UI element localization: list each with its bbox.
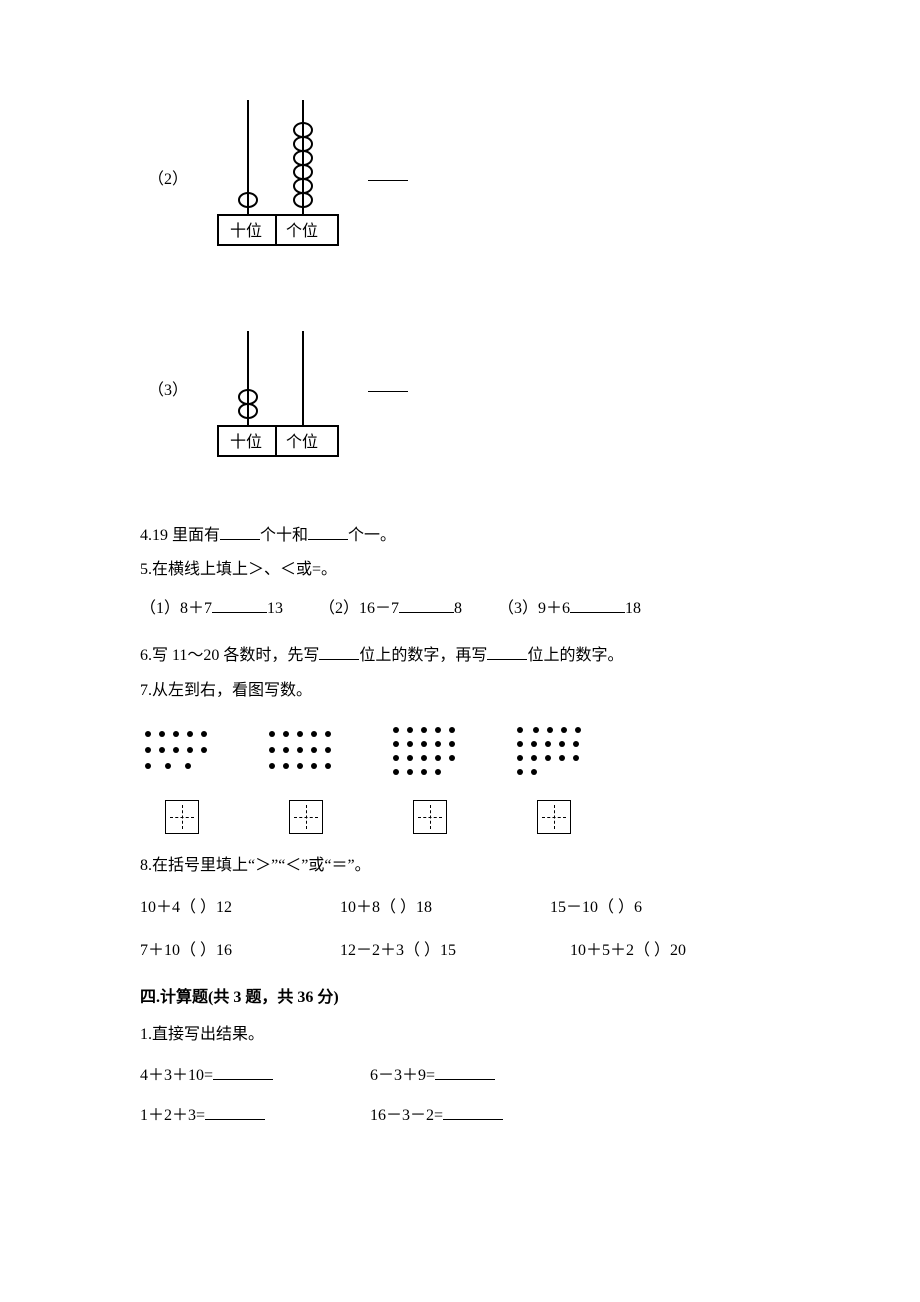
dots-col-1 [140, 724, 224, 834]
dot-group-3 [388, 724, 472, 786]
abacus-2-tens-label: 十位 [230, 222, 262, 240]
q5-row: （1）8＋713 （2）16－78 （3）9＋618 [140, 595, 780, 624]
abacus-3-tens-label: 十位 [230, 433, 262, 451]
q6-blank-1[interactable] [319, 644, 359, 660]
q7-text: 7.从左到右，看图写数。 [140, 682, 312, 699]
abacus-2-label: （2） [148, 166, 188, 195]
q6-mid: 位上的数字，再写 [359, 647, 487, 664]
abacus-3-row: （3） 十位 个位 [140, 311, 780, 472]
s4-r2-a: 1＋2＋3= [140, 1102, 370, 1131]
q8-row-1: 10＋4（ ）12 10＋8（ ）18 15－10（ ）6 [140, 894, 780, 923]
q6-suffix: 位上的数字。 [527, 647, 623, 664]
section-4-title: 四.计算题(共 3 题，共 36 分) [140, 984, 780, 1013]
q5-item-2: （2）16－78 [319, 595, 462, 624]
dot-group-2 [264, 724, 348, 786]
question-6: 6.写 11～20 各数时，先写 位上的数字，再写 位上的数字。 [140, 642, 780, 671]
s4-row-1: 4＋3＋10= 6－3＋9= [140, 1062, 780, 1091]
q8-r2-c: 10＋5＋2（ ）20 [570, 937, 686, 966]
q8-r1-a: 10＋4（ ）12 [140, 894, 340, 923]
s4-r1-a-blank[interactable] [213, 1064, 273, 1080]
answer-box-4[interactable] [537, 800, 571, 834]
question-4: 4.19 里面有 个十和 个一。 [140, 522, 780, 551]
q8-r1-b: 10＋8（ ）18 [340, 894, 550, 923]
abacus-2-answer[interactable] [368, 180, 408, 181]
s4-r1-a: 4＋3＋10= [140, 1062, 370, 1091]
q4-suffix: 个一。 [348, 527, 396, 544]
q5-blank-1[interactable] [212, 597, 267, 613]
answer-box-3[interactable] [413, 800, 447, 834]
q4-blank-1[interactable] [220, 524, 260, 540]
q5-blank-2[interactable] [399, 597, 454, 613]
q8-r2-a: 7＋10（ ）16 [140, 937, 340, 966]
s4-r1-b-blank[interactable] [435, 1064, 495, 1080]
q4-prefix: 4.19 里面有 [140, 527, 220, 544]
answer-box-2[interactable] [289, 800, 323, 834]
q5-item-3: （3）9＋618 [498, 595, 641, 624]
q8-r1-c: 15－10（ ）6 [550, 894, 642, 923]
q5-text: 5.在横线上填上＞、＜或=。 [140, 561, 337, 578]
s4-r2-a-blank[interactable] [205, 1104, 265, 1120]
q6-prefix: 6.写 11～20 各数时，先写 [140, 647, 319, 664]
dots-col-2 [264, 724, 348, 834]
abacus-3-answer[interactable] [368, 391, 408, 392]
s4-q1-text: 1.直接写出结果。 [140, 1026, 264, 1043]
s4-q1: 1.直接写出结果。 [140, 1021, 780, 1050]
q6-blank-2[interactable] [487, 644, 527, 660]
question-5: 5.在横线上填上＞、＜或=。 [140, 556, 780, 585]
q4-blank-2[interactable] [308, 524, 348, 540]
s4-r1-b: 6－3＋9= [370, 1062, 495, 1091]
dots-col-3 [388, 724, 472, 834]
q5-item-1: （1）8＋713 [140, 595, 283, 624]
q4-mid: 个十和 [260, 527, 308, 544]
question-7: 7.从左到右，看图写数。 [140, 677, 780, 706]
abacus-2: 十位 个位 [208, 100, 348, 261]
s4-r2-b: 16－3－2= [370, 1102, 503, 1131]
q8-text: 8.在括号里填上“＞”“＜”或“＝”。 [140, 857, 371, 874]
answer-box-1[interactable] [165, 800, 199, 834]
q8-r2-b: 12－2＋3（ ）15 [340, 937, 570, 966]
abacus-3-label: （3） [148, 377, 188, 406]
dot-group-4 [512, 724, 596, 786]
s4-row-2: 1＋2＋3= 16－3－2= [140, 1102, 780, 1131]
abacus-3-ones-label: 个位 [286, 433, 318, 451]
question-8: 8.在括号里填上“＞”“＜”或“＝”。 [140, 852, 780, 881]
q5-blank-3[interactable] [570, 597, 625, 613]
dots-col-4 [512, 724, 596, 834]
q8-row-2: 7＋10（ ）16 12－2＋3（ ）15 10＋5＋2（ ）20 [140, 937, 780, 966]
q7-dots-section [140, 724, 780, 834]
dot-group-1 [140, 724, 224, 786]
abacus-2-ones-label: 个位 [286, 222, 318, 240]
abacus-3: 十位 个位 [208, 311, 348, 472]
abacus-2-row: （2） 十位 个位 [140, 100, 780, 261]
s4-r2-b-blank[interactable] [443, 1104, 503, 1120]
